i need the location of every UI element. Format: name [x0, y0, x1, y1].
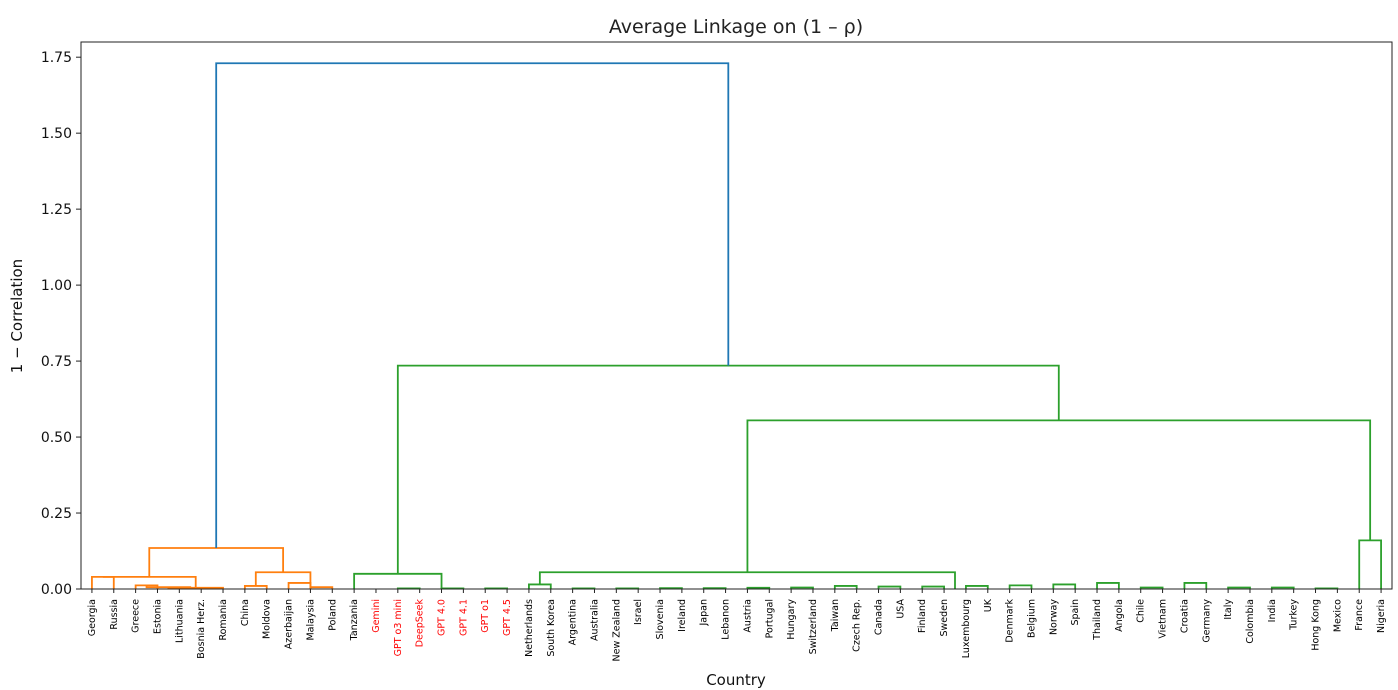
leaf-label: South Korea [546, 599, 557, 657]
leaf-label: Slovenia [655, 599, 666, 639]
dendrogram-link [790, 586, 814, 589]
leaf-label: Estonia [152, 599, 163, 634]
dendrogram-link [102, 575, 197, 588]
leaf-label: Portugal [764, 599, 775, 638]
dendrogram-link [1358, 539, 1382, 589]
leaf-label: Australia [589, 599, 600, 641]
leaf-label: Russia [109, 599, 120, 630]
leaf-label: Bosnia Herz. [196, 599, 207, 659]
dendrogram-link [746, 419, 1372, 573]
leaf-label: Lebanon [721, 599, 732, 640]
leaf-label: USA [895, 599, 906, 619]
leaf-label: Lithuania [174, 599, 185, 643]
y-tick-label: 0.25 [41, 506, 72, 522]
leaf-label: Hungary [786, 599, 797, 640]
leaf-label: Italy [1223, 599, 1234, 620]
leaf-label: Turkey [1289, 599, 1300, 631]
dendrogram-link [396, 364, 1060, 574]
leaf-label: Romania [218, 599, 229, 641]
y-tick-label: 1.50 [41, 126, 72, 142]
leaf-label: Gemini [371, 599, 382, 633]
y-tick-label: 1.00 [41, 278, 72, 294]
leaf-label: Netherlands [524, 599, 535, 657]
y-tick-label: 0.50 [41, 430, 72, 446]
leaf-label: Colombia [1245, 599, 1256, 644]
dendrogram-links [91, 62, 1382, 590]
leaf-label: GPT 4.0 [437, 599, 448, 636]
leaf-label: Norway [1048, 599, 1059, 635]
dendrogram-link [877, 585, 902, 589]
leaf-label: Finland [917, 599, 928, 633]
leaf-label: DeepSeek [415, 599, 426, 648]
dendrogram-link [1052, 583, 1077, 589]
leaf-label: China [240, 599, 251, 626]
leaf-label: Angola [1114, 599, 1125, 632]
leaf-label: Japan [699, 599, 710, 627]
leaf-label: Nigeria [1376, 599, 1387, 633]
leaf-label: UK [983, 598, 994, 612]
leaf-label: Denmark [1005, 599, 1016, 643]
dendrogram-link [528, 583, 552, 589]
leaf-label: Ireland [677, 599, 688, 632]
dendrogram-link [91, 575, 115, 589]
dendrogram-link [921, 585, 945, 589]
leaf-label: GPT 4.5 [502, 599, 513, 636]
plot-frame [80, 41, 1393, 590]
leaf-label: Moldova [262, 599, 273, 639]
leaf-label: GPT o3 mini [393, 599, 404, 656]
dendrogram-link [1008, 584, 1033, 589]
dendrogram-link [833, 585, 858, 589]
x-ticks: Georgia Russia Greece Estonia Lithuania Bosni… [87, 589, 1387, 661]
leaf-label: New Zealand [611, 599, 622, 661]
leaf-label: Poland [327, 599, 338, 631]
leaf-label: Tanzania [349, 599, 360, 641]
y-ticks: 0.00 0.25 0.50 0.75 1.00 1.25 1.50 1.75 [41, 50, 81, 598]
dendrogram-link [287, 582, 312, 589]
leaf-label: Chile [1136, 599, 1147, 623]
leaf-label: Malaysia [305, 599, 316, 641]
leaf-label: Spain [1070, 599, 1081, 626]
leaf-label: Georgia [87, 599, 98, 636]
leaf-label: Canada [874, 599, 885, 635]
leaf-label: France [1354, 599, 1365, 631]
y-tick-label: 0.00 [41, 582, 72, 598]
leaf-label: Mexico [1332, 599, 1343, 632]
leaf-label: Belgium [1026, 599, 1037, 638]
x-axis-label: Country [706, 671, 766, 689]
leaf-label: Germany [1201, 599, 1212, 643]
leaf-label: Austria [742, 599, 753, 633]
y-axis-label: 1 − Correlation [8, 259, 26, 373]
y-tick-label: 1.75 [41, 50, 72, 66]
leaf-label: Israel [633, 599, 644, 625]
leaf-label: Switzerland [808, 599, 819, 654]
dendrogram-link [1096, 582, 1120, 589]
leaf-label: India [1267, 599, 1278, 622]
leaf-label: Sweden [939, 599, 950, 637]
dendrogram-link [1227, 586, 1251, 589]
leaf-label: Taiwan [830, 599, 841, 632]
leaf-label: Greece [131, 599, 142, 633]
dendrogram-link [1183, 582, 1208, 589]
leaf-label: Azerbaijan [284, 599, 295, 649]
leaf-label: Hong Kong [1311, 599, 1322, 651]
leaf-label: Thailand [1092, 599, 1103, 641]
y-tick-label: 1.25 [41, 202, 72, 218]
leaf-label: GPT o1 [480, 599, 491, 633]
leaf-label: Luxembourg [961, 599, 972, 658]
leaf-label: GPT 4.1 [458, 599, 469, 636]
dendrogram-link [965, 585, 989, 589]
dendrogram-link [1139, 586, 1164, 589]
chart-title: Average Linkage on (1 – ρ) [609, 16, 863, 38]
dendrogram-link [353, 572, 443, 589]
dendrogram-link [746, 586, 771, 589]
dendrogram-link [215, 62, 730, 548]
leaf-label: Argentina [568, 599, 579, 645]
y-tick-label: 0.75 [41, 354, 72, 370]
leaf-label: Croatia [1179, 599, 1190, 633]
leaf-label: Czech Rep. [852, 599, 863, 652]
leaf-label: Vietnam [1158, 599, 1169, 639]
dendrogram-link [1270, 586, 1295, 589]
